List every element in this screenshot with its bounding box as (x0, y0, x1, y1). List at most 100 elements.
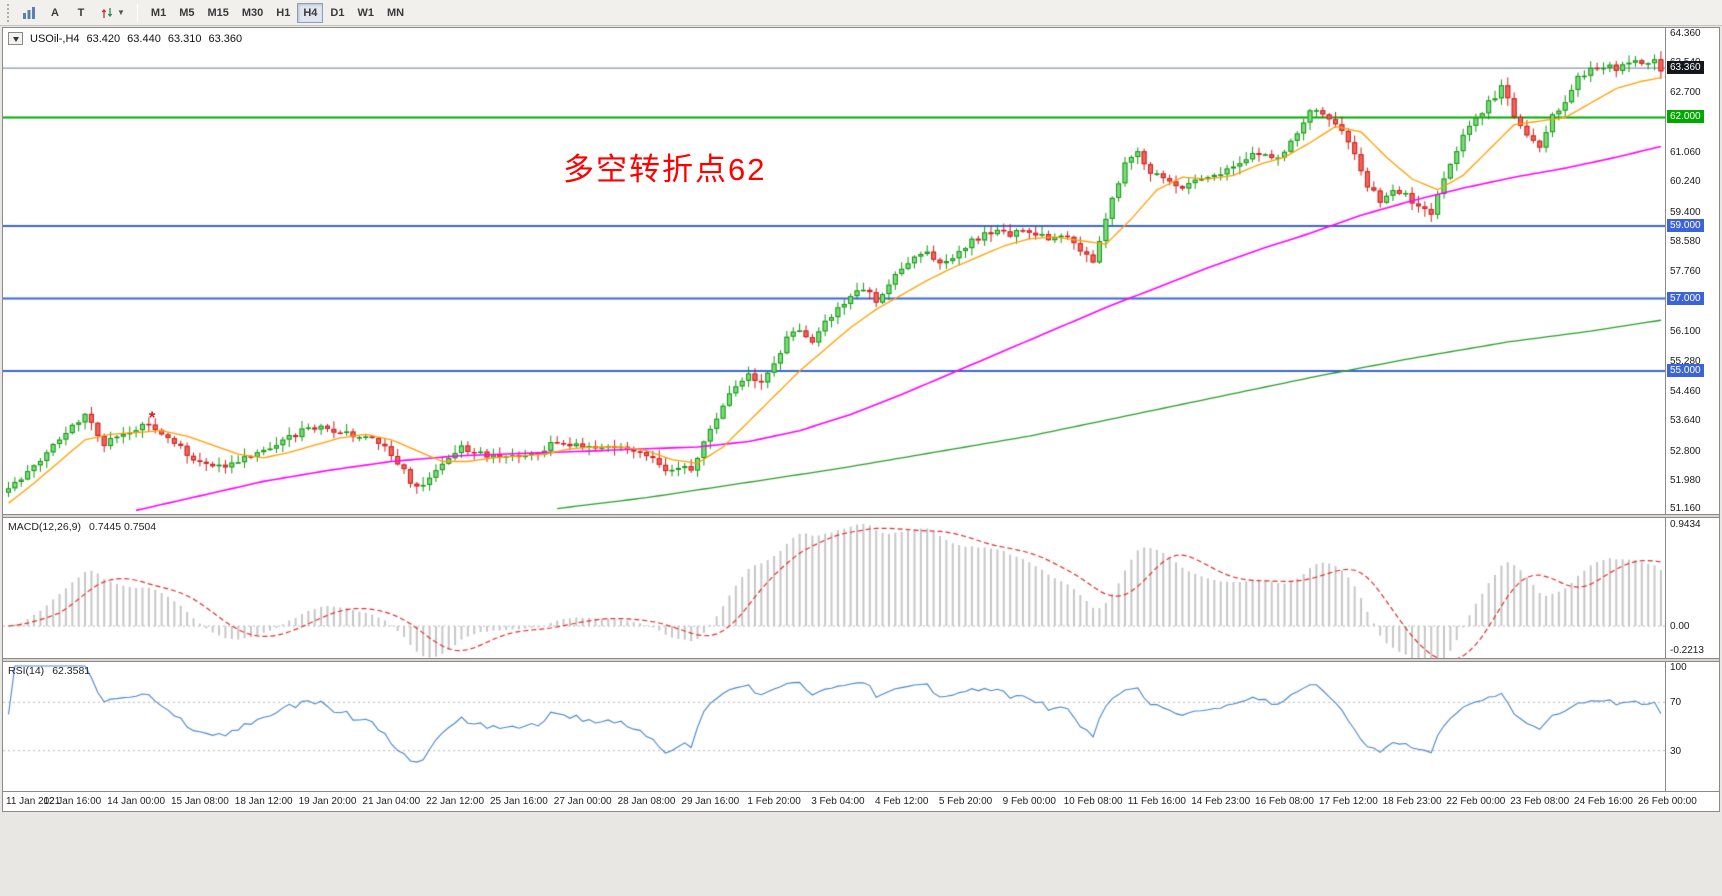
chart-window: USOil-,H4 63.420 63.440 63.310 63.360 多空… (2, 27, 1720, 812)
time-label: 27 Jan 00:00 (553, 796, 612, 807)
time-label: 18 Jan 12:00 (234, 796, 293, 807)
bar-chart-icon (23, 6, 35, 19)
time-label: 25 Jan 16:00 (489, 796, 548, 807)
arrows-cycle-icon (101, 7, 113, 18)
macd-axis[interactable]: 0.9434 0.00 -0.2213 (1665, 518, 1719, 658)
axis-tick: 64.360 (1670, 28, 1701, 39)
triangle-down-icon (12, 36, 19, 45)
time-label: 4 Feb 12:00 (875, 796, 929, 807)
axis-tick: -0.2213 (1670, 645, 1704, 656)
arrows-dropdown-button[interactable]: ▼ (95, 3, 130, 23)
time-label: 11 Feb 16:00 (1127, 796, 1186, 807)
axis-tick: 61.060 (1670, 146, 1701, 158)
rsi-axis[interactable]: 100 70 30 (1665, 662, 1719, 791)
rsi-value: 62.3581 (52, 665, 91, 677)
time-label: 15 Jan 08:00 (170, 796, 229, 807)
price-tag-55.000: 55.000 (1667, 363, 1704, 377)
axis-tick: 57.760 (1670, 266, 1701, 277)
time-label: 29 Jan 16:00 (681, 796, 740, 807)
price-axis[interactable]: 64.36063.54062.70061.06060.24059.40058.5… (1665, 28, 1719, 514)
price-tag-57.000: 57.000 (1667, 291, 1704, 305)
macd-label-row: MACD(12,26,9) 0.7445 0.7504 (8, 521, 156, 533)
axis-tick: 100 (1670, 662, 1687, 673)
axis-tick: 56.100 (1670, 326, 1701, 338)
timeframe-button-d1[interactable]: D1 (330, 6, 345, 19)
timeframe-button-m1[interactable]: M1 (150, 6, 167, 19)
price-tag-63.360: 63.360 (1667, 61, 1704, 75)
axis-tick: 51.980 (1670, 475, 1701, 487)
ohlc-open: 63.420 (86, 32, 121, 45)
toolbar: A T ▼ M1 M5 M15 M30 H1 H4 D1 W1 MN (0, 0, 1722, 26)
timeframe-button-m15[interactable]: M15 (207, 6, 229, 19)
timeframe-button-mn[interactable]: MN (386, 6, 405, 19)
autoscroll-button[interactable]: A (51, 6, 59, 19)
ohlc-close: 63.360 (208, 32, 243, 45)
time-label: 22 Feb 00:00 (1446, 796, 1506, 807)
chart-annotation: 多空转折点62 (563, 152, 767, 187)
pane-divider-rsi[interactable] (3, 658, 1719, 662)
rsi-label-row: RSI(14) 62.3581 (8, 665, 90, 677)
axis-tick: 53.640 (1670, 415, 1701, 427)
axis-tick: 58.580 (1670, 236, 1701, 248)
macd-values: 0.7445 0.7504 (88, 521, 157, 533)
axis-tick: 51.160 (1670, 503, 1701, 514)
axis-tick: 0.9434 (1670, 519, 1701, 530)
rsi-label: RSI(14) (8, 665, 45, 677)
time-label: 5 Feb 20:00 (938, 796, 993, 807)
timeframe-button-h1[interactable]: H1 (276, 6, 291, 19)
toolbar-grip[interactable] (7, 3, 12, 22)
timeframe-group: M1 M5 M15 M30 H1 H4 D1 W1 MN (145, 2, 410, 23)
time-label: 10 Feb 08:00 (1063, 796, 1123, 807)
trade-marker: * (148, 408, 156, 428)
timeframe-button-w1[interactable]: W1 (357, 6, 374, 19)
time-label: 19 Jan 20:00 (298, 796, 357, 807)
axis-tick: 70 (1670, 697, 1682, 709)
axis-tick: 30 (1670, 745, 1682, 757)
price-pane: USOil-,H4 63.420 63.440 63.310 63.360 多空… (3, 28, 1719, 514)
timeframe-button-m5[interactable]: M5 (179, 6, 195, 19)
axis-tick: 59.400 (1670, 206, 1701, 218)
price-tag-62.000: 62.000 (1667, 110, 1704, 124)
time-label: 14 Feb 23:00 (1191, 796, 1251, 807)
time-label: 18 Feb 23:00 (1382, 796, 1442, 807)
macd-pane: MACD(12,26,9) 0.7445 0.7504 0.9434 0.00 -0… (3, 518, 1719, 658)
text-tool-button[interactable]: T (77, 6, 85, 19)
macd-canvas[interactable] (3, 518, 1665, 658)
time-label: 28 Jan 08:00 (617, 796, 676, 807)
rsi-canvas[interactable] (3, 662, 1665, 791)
time-label: 9 Feb 00:00 (1002, 796, 1056, 807)
time-axis[interactable]: 11 Jan 2021 12 Jan 16:00 14 Jan 00:00 15 Ja… (3, 791, 1719, 811)
timeframe-button-m30[interactable]: M30 (241, 6, 264, 19)
time-label: 16 Feb 08:00 (1255, 796, 1314, 807)
price-tag-59.000: 59.000 (1667, 219, 1704, 233)
time-label: 22 Jan 12:00 (426, 796, 485, 807)
time-label: 11 Jan 2021 (6, 796, 61, 807)
chevron-down-icon: ▼ (117, 8, 125, 17)
time-label: 12 Jan 16:00 (43, 796, 102, 807)
price-chart-canvas[interactable] (3, 28, 1665, 514)
time-label: 1 Feb 20:00 (747, 796, 801, 807)
ohlc-low: 63.310 (167, 32, 202, 45)
time-label: 3 Feb 04:00 (811, 796, 865, 807)
axis-tick: 0.00 (1670, 621, 1690, 633)
axis-tick: 55.280 (1670, 355, 1701, 367)
time-label: 26 Feb 00:00 (1637, 796, 1697, 807)
timeframe-button-h4[interactable]: H4 (297, 2, 324, 23)
axis-tick: 60.240 (1670, 176, 1701, 188)
time-label: 14 Jan 00:00 (107, 796, 166, 807)
bar-chart-button[interactable] (17, 3, 41, 23)
ohlc-high: 63.440 (127, 32, 161, 45)
symbol-label: USOil-,H4 (30, 32, 80, 45)
toolbar-separator (136, 3, 138, 22)
ohlc-header: USOil-,H4 63.420 63.440 63.310 63.360 (8, 32, 242, 45)
macd-label: MACD(12,26,9) (8, 521, 81, 533)
time-label: 17 Feb 12:00 (1318, 796, 1378, 807)
rsi-pane: RSI(14) 62.3581 100 70 30 (3, 662, 1719, 791)
time-label: 23 Feb 08:00 (1510, 796, 1570, 807)
axis-tick: 52.800 (1670, 445, 1701, 457)
axis-tick: 62.700 (1670, 87, 1701, 99)
pane-divider-macd[interactable] (3, 514, 1719, 518)
symbol-dropdown-button[interactable] (8, 32, 23, 45)
time-label: 24 Feb 16:00 (1574, 796, 1633, 807)
